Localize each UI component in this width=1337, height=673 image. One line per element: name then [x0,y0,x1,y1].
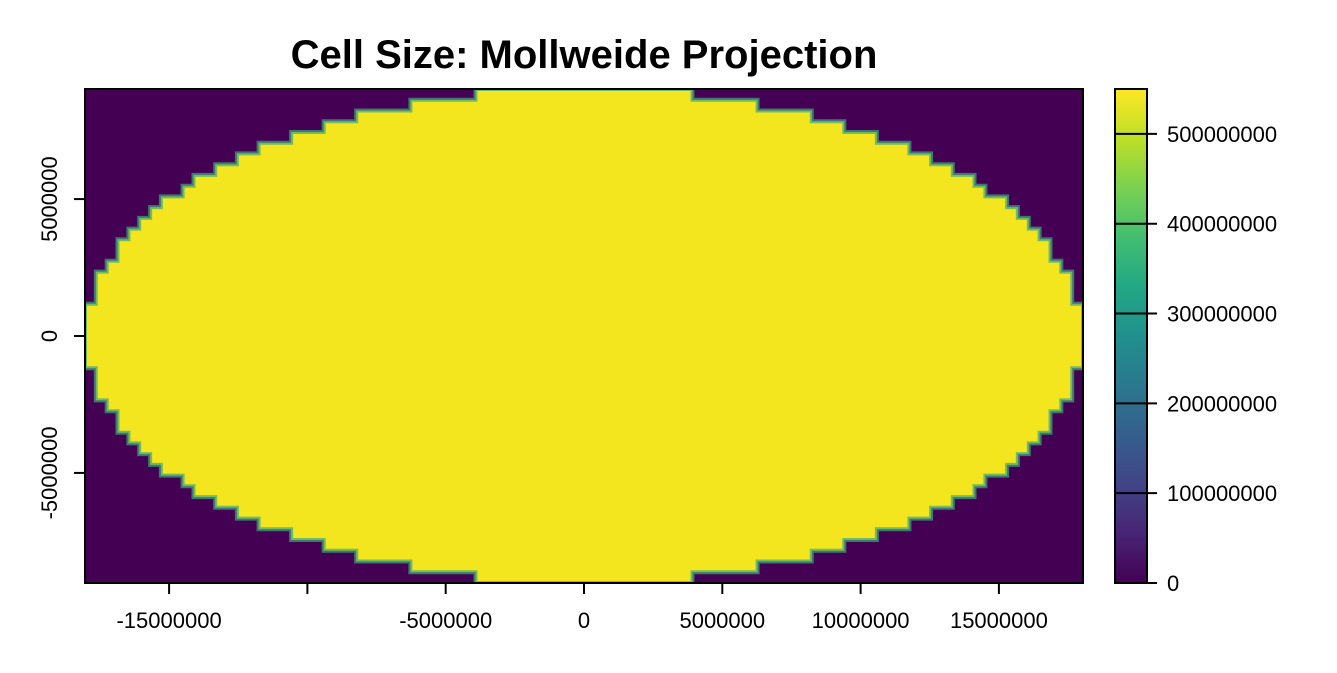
legend-tick-label: 500000000 [1167,122,1277,147]
y-axis: -5000000 0 5000000 [37,156,86,519]
legend-tick-label: 300000000 [1167,302,1277,327]
y-tick-label: -5000000 [37,426,62,519]
chart-title: Cell Size: Mollweide Projection [291,33,878,77]
raster-ellipse [85,89,1083,583]
legend-tick-label: 0 [1167,571,1179,596]
legend-ticks: 0 100000000 200000000 300000000 400000000 500… [1115,122,1277,596]
x-tick-label: -5000000 [399,608,492,633]
legend-tick-label: 400000000 [1167,212,1277,237]
x-tick-label: -15000000 [116,608,221,633]
x-tick-label: 5000000 [679,608,765,633]
y-tick-label: 5000000 [37,156,62,242]
x-tick-label: 0 [578,608,590,633]
legend-tick-label: 100000000 [1167,481,1277,506]
y-tick-label: 0 [37,330,62,342]
x-tick-label: 10000000 [812,608,910,633]
legend: 0 100000000 200000000 300000000 400000000 500… [1114,88,1277,596]
x-tick-label: 15000000 [950,608,1048,633]
x-axis: -15000000 -5000000 0 5000000 10000000 1500000… [116,582,1048,633]
legend-tick-label: 200000000 [1167,391,1277,416]
raster-edge [85,89,1083,583]
legend-colorbar [1114,88,1148,584]
plot-area [85,89,1083,583]
